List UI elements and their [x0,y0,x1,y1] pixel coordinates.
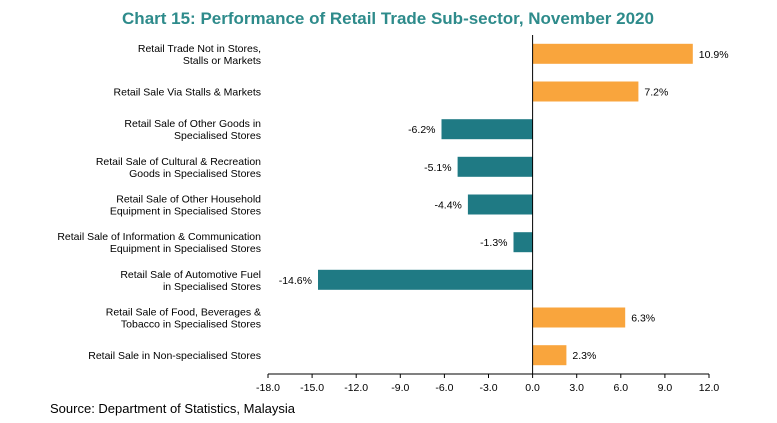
value-labels: 10.9% 7.2% -6.2% -5.1% -4.4% -1.3% -14.6% 6.3% 2… [279,49,729,362]
bar-4 [467,194,533,215]
bar-5 [513,232,533,253]
value-label-2: -6.2% [408,124,435,136]
value-label-8: 2.3% [572,350,596,362]
category-label-line: Retail Sale Via Stalls & Markets [114,87,261,99]
source-note: Source: Department of Statistics, Malays… [50,401,296,416]
category-label-8: Retail Sale in Non-specialised Stores [88,350,261,362]
value-label-6: -14.6% [279,275,312,287]
category-label-line: Retail Sale of Food, Beverages & [106,307,261,319]
x-axis: -18.0 -15.0 -12.0 -9.0 -6.0 -3.0 0.0 3.0 6.0 9.0 1… [256,35,719,394]
x-tick-label: -18.0 [256,382,280,394]
bar-6 [318,269,533,290]
bar-2 [441,119,533,140]
category-label-line: Retail Sale of Other Goods in [124,118,261,130]
x-tick-label: -15.0 [300,382,324,394]
x-tick-label: -9.0 [391,382,409,394]
category-label-2: Retail Sale of Other Goods in Specialised… [124,118,261,142]
category-label-line: Retail Trade Not in Stores, [138,43,261,55]
category-label-line: Specialised Stores [174,130,261,142]
value-label-7: 6.3% [631,313,655,325]
category-labels: Retail Trade Not in Stores, Stalls or Mar… [57,43,261,362]
category-label-7: Retail Sale of Food, Beverages & Tobacco … [106,307,261,331]
category-label-line: Tobacco in Specialised Stores [121,319,261,331]
category-label-0: Retail Trade Not in Stores, Stalls or Mar… [138,43,261,67]
x-tick-label: 3.0 [569,382,584,394]
x-tick-label: -6.0 [435,382,453,394]
category-label-line: in Specialised Stores [163,281,261,293]
x-tick-label: 12.0 [699,382,720,394]
category-label-line: Equipment in Specialised Stores [110,206,261,218]
bars [318,43,693,366]
category-label-line: Goods in Specialised Stores [129,168,261,180]
bar-3 [457,156,533,177]
category-label-line: Retail Sale in Non-specialised Stores [88,350,261,362]
bar-0 [532,43,693,64]
category-label-5: Retail Sale of Information & Communicati… [57,231,261,255]
value-label-3: -5.1% [424,162,451,174]
value-label-1: 7.2% [644,87,668,99]
x-tick-label: -12.0 [344,382,368,394]
category-label-1: Retail Sale Via Stalls & Markets [114,87,261,99]
chart-title: Chart 15: Performance of Retail Trade Su… [122,9,654,28]
category-label-line: Equipment in Specialised Stores [110,243,261,255]
category-label-line: Stalls or Markets [183,55,261,67]
category-label-3: Retail Sale of Cultural & Recreation Good… [96,156,261,180]
category-label-line: Retail Sale of Other Household [116,194,261,206]
bar-8 [532,345,567,366]
value-label-5: -1.3% [480,237,507,249]
bar-7 [532,307,626,328]
x-tick-label: 0.0 [525,382,540,394]
x-tick-label: -3.0 [479,382,497,394]
bar-1 [532,81,639,102]
category-label-line: Retail Sale of Cultural & Recreation [96,156,261,168]
category-label-line: Retail Sale of Information & Communicati… [57,231,261,243]
x-tick-label: 6.0 [613,382,628,394]
category-label-line: Retail Sale of Automotive Fuel [120,269,261,281]
value-label-0: 10.9% [699,49,729,61]
category-label-6: Retail Sale of Automotive Fuel in Special… [120,269,261,293]
x-tick-label: 9.0 [658,382,673,394]
category-label-4: Retail Sale of Other Household Equipment … [110,194,261,218]
value-label-4: -4.4% [434,200,461,212]
